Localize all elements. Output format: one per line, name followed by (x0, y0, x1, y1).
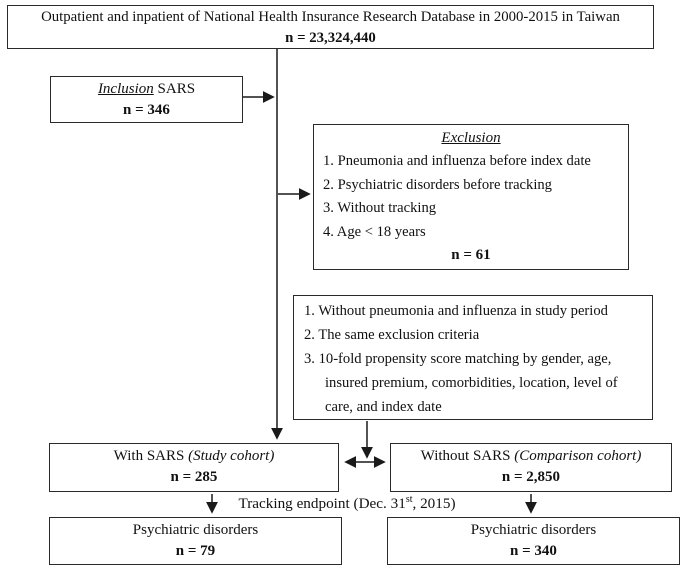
exclusion-n-value: n = 61 (451, 247, 491, 263)
study-cohort-label-row: With SARS (Study cohort) (50, 446, 338, 467)
exclusion-title-row: Exclusion (314, 127, 628, 150)
criteria-item: 2. The same exclusion criteria (304, 327, 480, 343)
tracking-endpoint-prefix: Tracking endpoint (Dec. 31 (238, 495, 406, 512)
study-outcome-box: Psychiatric disorders n = 79 (49, 517, 342, 565)
exclusion-title: Exclusion (441, 130, 501, 146)
tracking-endpoint-suffix: , 2015) (412, 495, 456, 512)
inclusion-title: Inclusion SARS (51, 79, 242, 100)
tracking-endpoint-label: Tracking endpoint (Dec. 31st, 2015) (212, 492, 482, 516)
study-outcome-n-value: n = 79 (175, 543, 216, 559)
comparison-cohort-label-row: Without SARS (Comparison cohort) (391, 446, 671, 467)
database-population-box: Outpatient and inpatient of National Hea… (7, 5, 654, 49)
exclusion-item: 3. Without tracking (323, 200, 437, 216)
comparison-cohort-label: Without SARS (420, 448, 515, 464)
exclusion-item: 1. Pneumonia and influenza before index … (323, 153, 591, 169)
comparison-cohort-n-value: n = 2,850 (501, 469, 561, 485)
study-cohort-label: With SARS (113, 448, 189, 464)
database-n-value: n = 23,324,440 (285, 30, 376, 46)
inclusion-box: Inclusion SARS n = 346 (50, 76, 243, 123)
tracking-endpoint-superscript: st (405, 493, 413, 505)
inclusion-title-underlined: Inclusion (97, 81, 154, 97)
inclusion-title-rest: SARS (153, 81, 196, 97)
exclusion-item: 2. Psychiatric disorders before tracking (323, 176, 552, 193)
database-title: Outpatient and inpatient of National Hea… (41, 9, 620, 25)
comparison-outcome-n-value: n = 340 (510, 543, 557, 559)
comparison-outcome-box: Psychiatric disorders n = 340 (387, 517, 680, 565)
comparison-cohort-label-italic: (Comparison cohort) (514, 448, 642, 464)
inclusion-n-value: n = 346 (123, 102, 170, 118)
criteria-item: 1. Without pneumonia and influenza in st… (304, 303, 608, 319)
study-cohort-label-italic: (Study cohort) (188, 448, 275, 464)
exclusion-item: 4. Age < 18 years (323, 223, 426, 240)
comparison-cohort-box: Without SARS (Comparison cohort) n = 2,8… (390, 443, 672, 492)
study-cohort-n-value: n = 285 (170, 469, 218, 485)
exclusion-box: Exclusion 1. Pneumonia and influenza bef… (313, 124, 629, 270)
study-outcome-label: Psychiatric disorders (132, 522, 259, 538)
comparison-criteria-box: 1. Without pneumonia and influenza in st… (293, 295, 653, 420)
criteria-item: 3. 10-fold propensity score matching by … (304, 351, 618, 415)
comparison-outcome-label: Psychiatric disorders (470, 522, 597, 538)
study-cohort-box: With SARS (Study cohort) n = 285 (49, 443, 339, 492)
